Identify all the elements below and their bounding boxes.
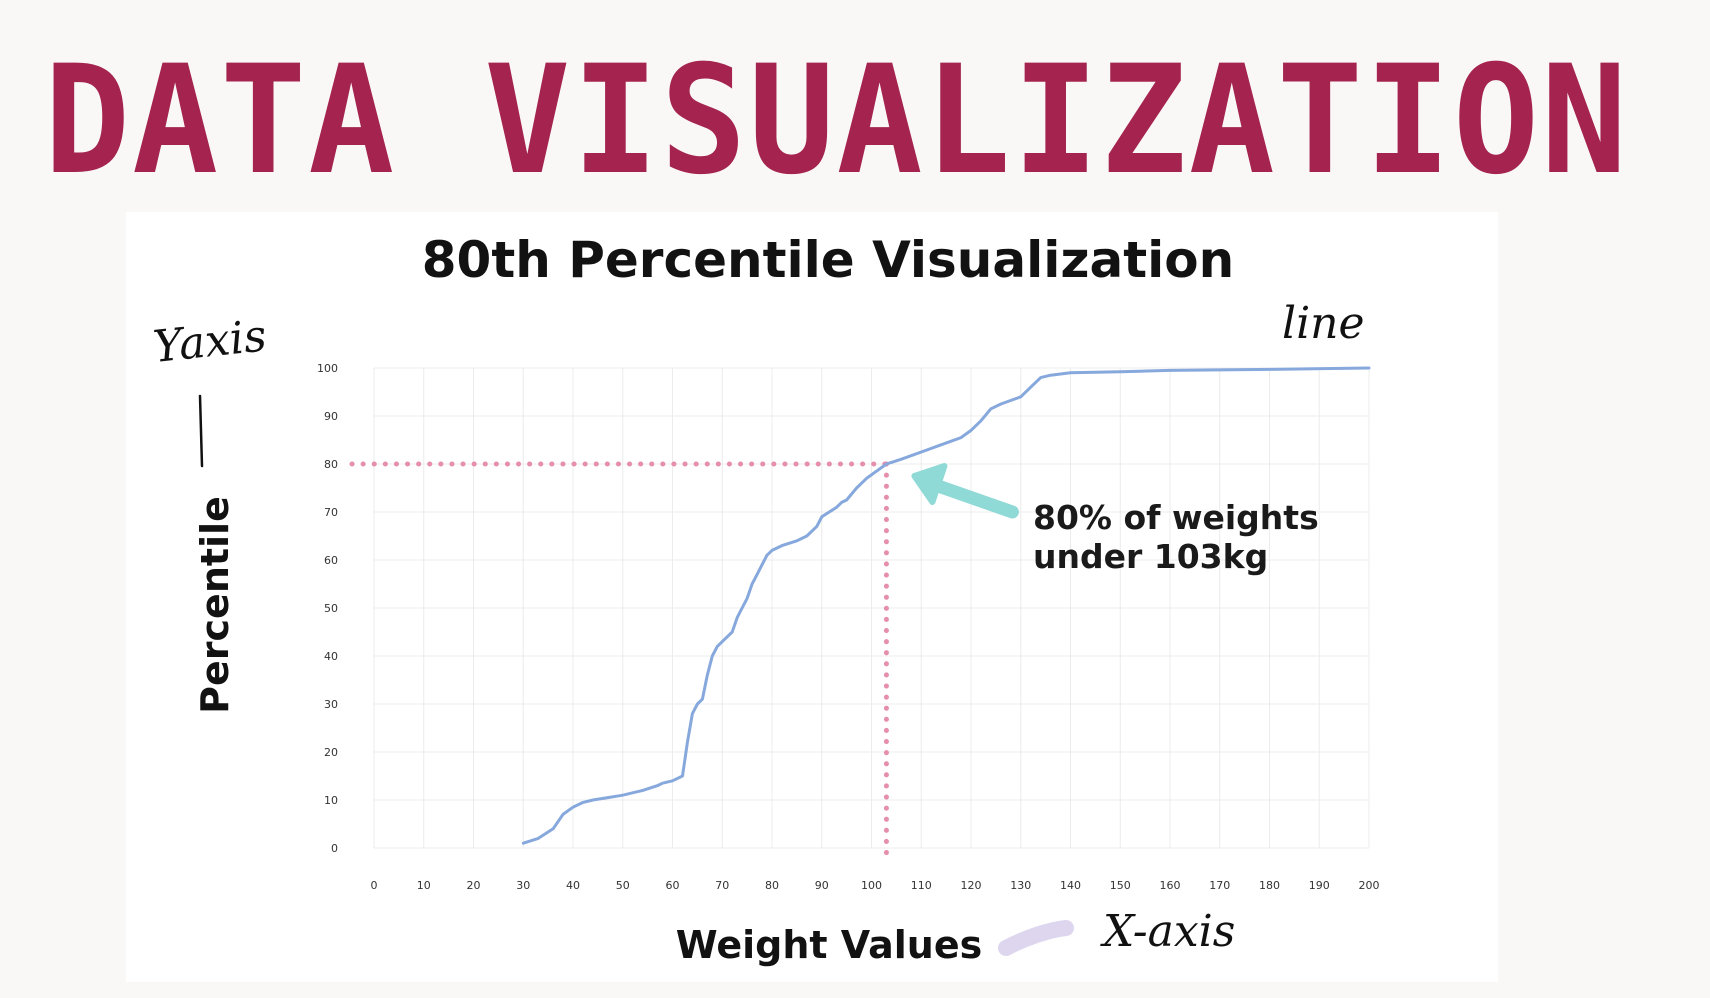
x-tick-label: 100 <box>861 879 882 892</box>
x-tick-label: 150 <box>1110 879 1131 892</box>
x-tick-label: 50 <box>616 879 630 892</box>
y-axis-title: Percentile <box>193 496 237 714</box>
handwritten-y-axis-note: Yaxis <box>151 310 269 373</box>
annotation-arrow-icon <box>911 463 1019 519</box>
x-tick-label: 200 <box>1359 879 1380 892</box>
y-tick-label: 0 <box>331 842 338 855</box>
x-tick-label: 120 <box>961 879 982 892</box>
handwritten-pointer-stroke <box>198 394 204 468</box>
y-tick-label: 30 <box>324 698 338 711</box>
x-tick-label: 70 <box>715 879 729 892</box>
series-line <box>521 366 1371 845</box>
banner-title: DATA VISUALIZATION <box>44 44 1684 194</box>
x-tick-label: 190 <box>1309 879 1330 892</box>
y-tick-label: 90 <box>324 410 338 423</box>
y-tick-label: 100 <box>317 362 338 375</box>
y-tick-label: 10 <box>324 794 338 807</box>
handwritten-x-axis-note: X-axis <box>1100 906 1235 957</box>
annotation-line-2: under 103kg <box>1033 537 1268 576</box>
x-tick-label: 140 <box>1060 879 1081 892</box>
x-tick-label: 180 <box>1259 879 1280 892</box>
y-tick-label: 20 <box>324 746 338 759</box>
x-tick-label: 110 <box>911 879 932 892</box>
x-tick-label: 170 <box>1209 879 1230 892</box>
x-tick-labels: 0 10 20 30 40 50 60 70 80 90 100 110 120 130 140 150 160… <box>371 879 1380 892</box>
x-tick-label: 160 <box>1160 879 1181 892</box>
x-tick-label: 30 <box>516 879 530 892</box>
highlighter-mark <box>998 920 1074 956</box>
x-tick-label: 90 <box>815 879 829 892</box>
y-tick-label: 60 <box>324 554 338 567</box>
y-tick-label: 70 <box>324 506 338 519</box>
banner-svg: DATA VISUALIZATION <box>44 44 1629 194</box>
arrow-shaft <box>925 477 1019 519</box>
chart-title: 80th Percentile Visualization <box>422 231 1235 289</box>
x-tick-label: 60 <box>666 879 680 892</box>
x-tick-label: 130 <box>1010 879 1031 892</box>
x-axis-title: Weight Values <box>676 923 982 967</box>
y-tick-label: 80 <box>324 458 338 471</box>
x-tick-label: 0 <box>371 879 378 892</box>
arrow-head <box>911 463 948 505</box>
chart-grid <box>373 367 1370 849</box>
y-tick-labels: 0 10 20 30 40 50 60 70 80 90 100 <box>317 362 338 855</box>
handwritten-line-note: line <box>1282 298 1365 349</box>
percentile-guides <box>349 461 889 859</box>
y-tick-label: 50 <box>324 602 338 615</box>
banner-text: DATA VISUALIZATION <box>44 44 1629 194</box>
y-tick-label: 40 <box>324 650 338 663</box>
x-tick-label: 10 <box>417 879 431 892</box>
annotation-line-1: 80% of weights <box>1033 498 1319 537</box>
x-tick-label: 20 <box>467 879 481 892</box>
x-tick-label: 80 <box>765 879 779 892</box>
x-tick-label: 40 <box>566 879 580 892</box>
